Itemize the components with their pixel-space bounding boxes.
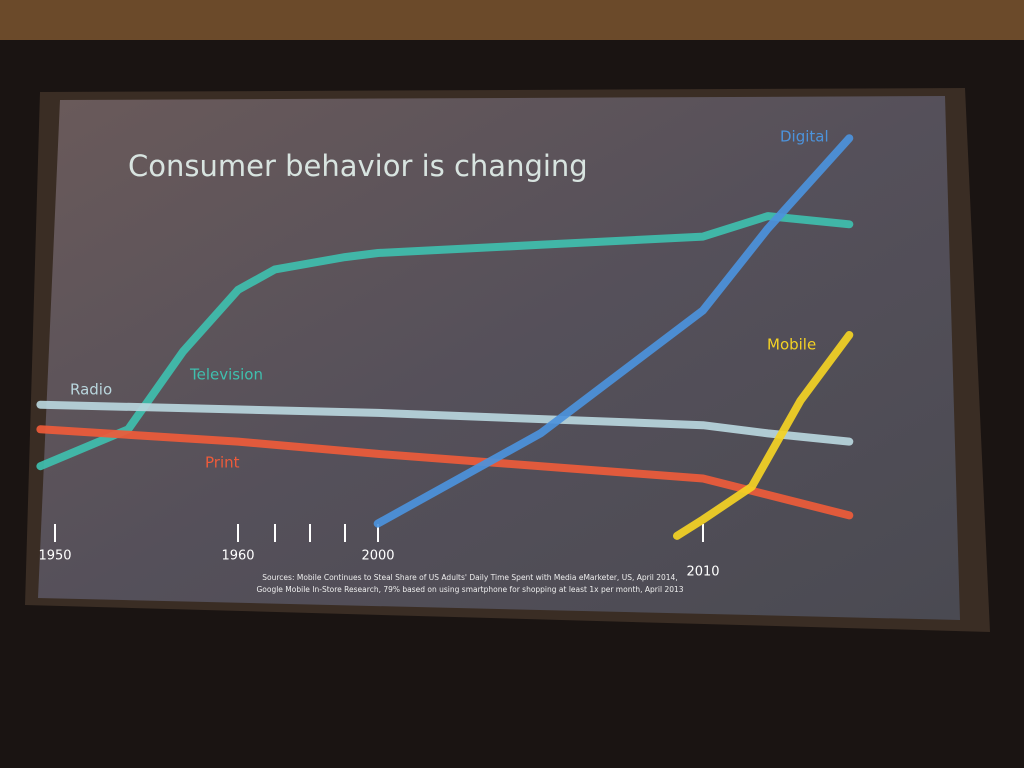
x-tick-label: 1960 — [221, 549, 254, 564]
chart-title: Consumer behavior is changing — [128, 149, 588, 183]
series-label: Television — [189, 366, 263, 384]
source-note: Sources: Mobile Continues to Steal Share… — [262, 573, 677, 582]
source-note: Google Mobile In-Store Research, 79% bas… — [256, 585, 683, 594]
series-label: Radio — [70, 381, 112, 399]
ceiling — [0, 0, 1024, 40]
series-label: Print — [205, 454, 240, 472]
x-tick-label: 2000 — [361, 549, 394, 564]
series-line — [373, 134, 854, 528]
x-tick-label: 2010 — [686, 565, 719, 580]
x-tick-label: 1950 — [38, 549, 71, 564]
series-line — [36, 425, 854, 520]
series-label: Mobile — [767, 336, 816, 354]
series-label: Digital — [780, 128, 829, 146]
series-line — [36, 212, 854, 471]
series-line — [673, 331, 854, 540]
series-line — [36, 400, 854, 446]
